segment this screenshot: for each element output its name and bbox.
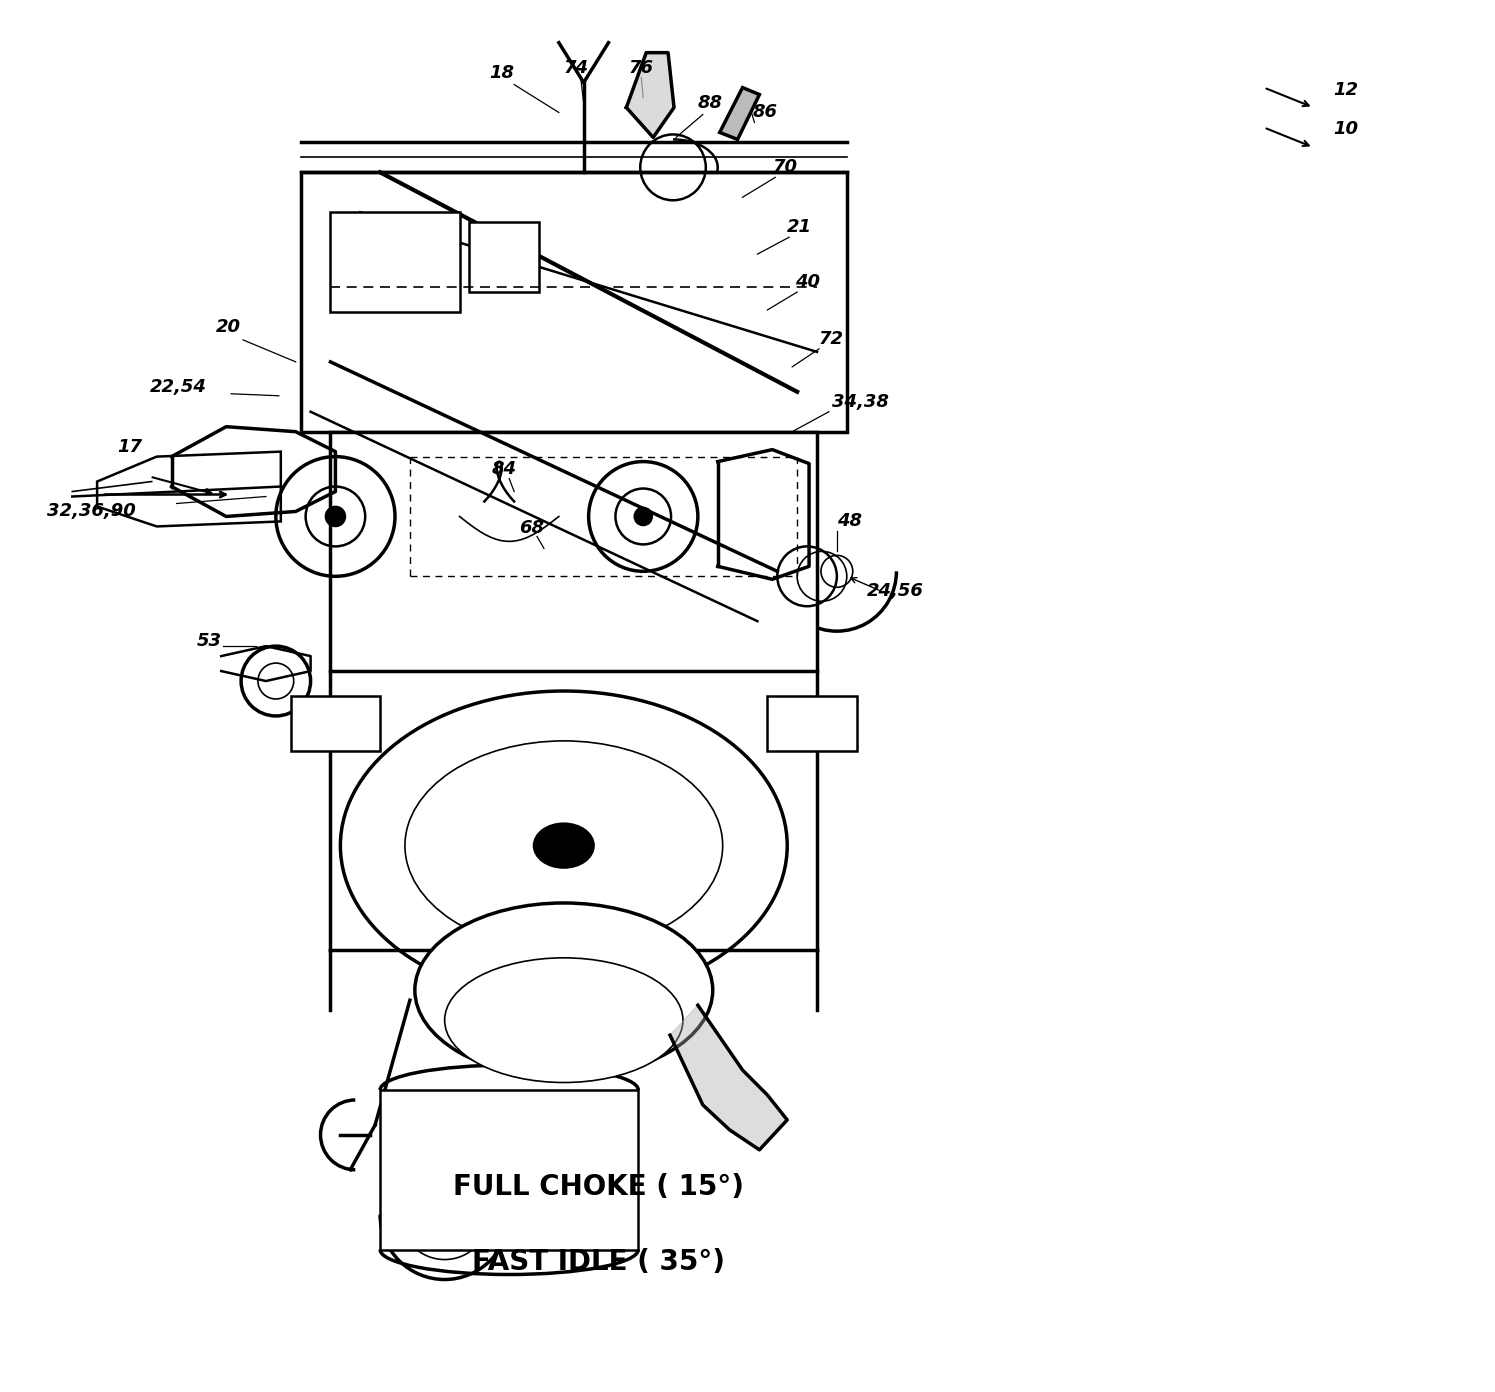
- Circle shape: [326, 507, 345, 526]
- Ellipse shape: [444, 958, 683, 1083]
- Text: 40: 40: [795, 273, 821, 291]
- Bar: [300, 173, 846, 432]
- Text: 32,36,90: 32,36,90: [48, 503, 136, 521]
- Text: 88: 88: [698, 93, 724, 111]
- Polygon shape: [670, 1005, 788, 1150]
- Text: 68: 68: [519, 519, 544, 537]
- Bar: [330, 432, 816, 671]
- Polygon shape: [626, 53, 674, 138]
- Text: 72: 72: [819, 330, 845, 348]
- Text: 20: 20: [217, 317, 241, 335]
- Text: 70: 70: [773, 159, 797, 177]
- Text: 74: 74: [564, 58, 589, 77]
- Bar: [767, 696, 857, 750]
- Text: 76: 76: [628, 58, 653, 77]
- Bar: [290, 696, 380, 750]
- Text: 34,38: 34,38: [831, 393, 888, 411]
- Text: 48: 48: [837, 512, 861, 530]
- Text: 17: 17: [117, 437, 142, 455]
- Ellipse shape: [534, 824, 594, 867]
- Bar: [469, 223, 540, 292]
- Polygon shape: [719, 88, 759, 139]
- Bar: [380, 1090, 638, 1250]
- Text: 10: 10: [1334, 121, 1359, 138]
- Text: 86: 86: [752, 103, 777, 121]
- Bar: [330, 212, 459, 312]
- Text: 12: 12: [1334, 81, 1359, 99]
- Text: 21: 21: [788, 219, 812, 237]
- Text: 53: 53: [196, 632, 221, 650]
- Text: FULL CHOKE ( 15°): FULL CHOKE ( 15°): [453, 1172, 745, 1201]
- Text: 24,56: 24,56: [867, 582, 924, 600]
- Ellipse shape: [414, 903, 713, 1077]
- Circle shape: [634, 508, 652, 525]
- Text: FAST IDLE ( 35°): FAST IDLE ( 35°): [472, 1247, 725, 1275]
- Text: 18: 18: [489, 64, 514, 82]
- Text: 22,54: 22,54: [150, 377, 206, 395]
- Text: 84: 84: [492, 459, 516, 477]
